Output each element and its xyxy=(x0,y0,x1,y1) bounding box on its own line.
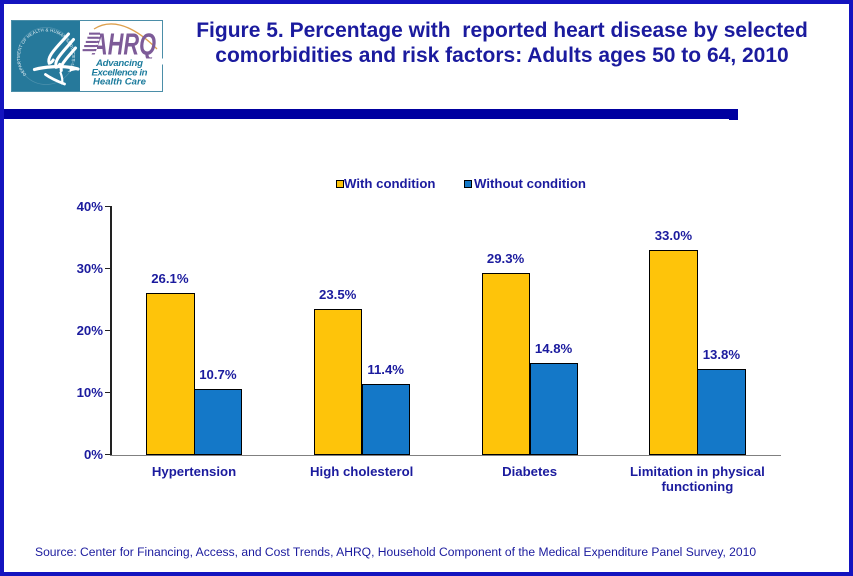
svg-text:Health Care: Health Care xyxy=(93,77,147,88)
svg-text:Excellence in: Excellence in xyxy=(92,68,148,79)
svg-text:Advancing: Advancing xyxy=(95,58,143,69)
svg-text:AHRQ: AHRQ xyxy=(91,28,156,62)
